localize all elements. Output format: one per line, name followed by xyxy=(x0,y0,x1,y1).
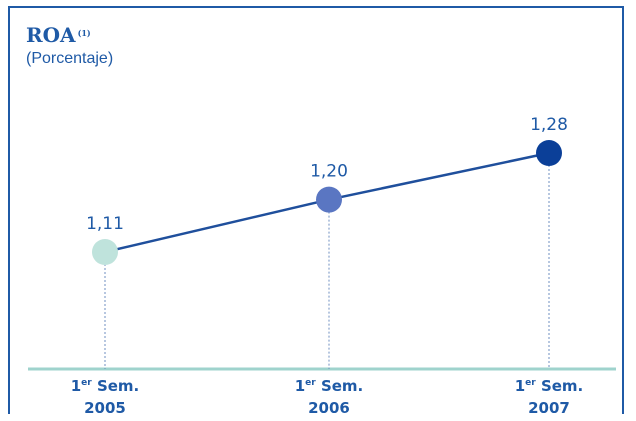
chart-plot-area: 1,11 1,20 1,28 1er Sem. 2005 1er Sem. 2006 1er … xyxy=(28,115,616,417)
data-point-1 xyxy=(92,239,118,265)
x-tick-label-2: 1er Sem. xyxy=(295,377,364,395)
value-label-3: 1,28 xyxy=(530,115,568,135)
value-label-2: 1,20 xyxy=(310,162,348,182)
chart-frame xyxy=(8,6,624,414)
chart-title: ROA (1) xyxy=(26,24,113,47)
chart-subtitle: (Porcentaje) xyxy=(26,50,114,67)
x-tick-year-2: 2006 xyxy=(308,399,350,417)
x-tick-label-1: 1er Sem. xyxy=(71,377,140,395)
x-tick-year-1: 2005 xyxy=(84,399,126,417)
chart-title-superscript: (1) xyxy=(77,27,91,38)
value-label-1: 1,11 xyxy=(86,214,124,234)
chart-title-block: ROA (1) (Porcentaje) xyxy=(26,24,113,69)
x-tick-label-3: 1er Sem. xyxy=(515,377,584,395)
x-tick-year-3: 2007 xyxy=(528,399,570,417)
data-point-3 xyxy=(536,140,562,166)
chart-title-text: ROA xyxy=(26,23,76,47)
data-point-2 xyxy=(316,186,342,213)
